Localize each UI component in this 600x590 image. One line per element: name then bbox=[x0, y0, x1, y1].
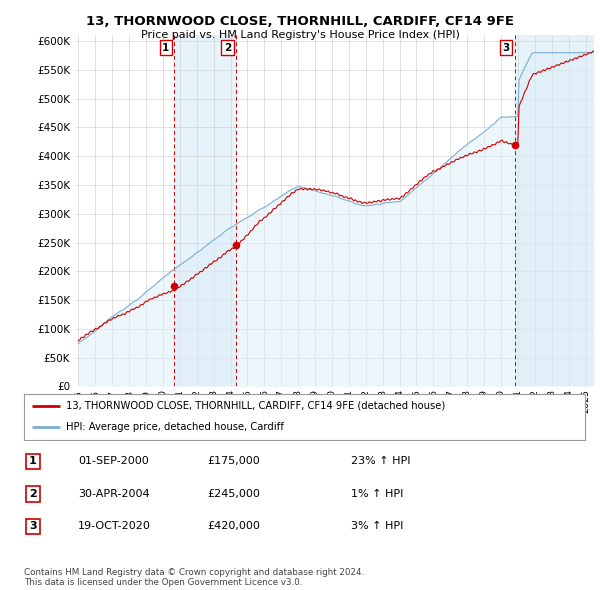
Text: 23% ↑ HPI: 23% ↑ HPI bbox=[351, 457, 410, 466]
Text: £245,000: £245,000 bbox=[207, 489, 260, 499]
Text: 1: 1 bbox=[29, 457, 37, 466]
Text: 1: 1 bbox=[162, 42, 169, 53]
Text: 3: 3 bbox=[502, 42, 510, 53]
Bar bbox=[174, 35, 236, 386]
Text: 13, THORNWOOD CLOSE, THORNHILL, CARDIFF, CF14 9FE (detached house): 13, THORNWOOD CLOSE, THORNHILL, CARDIFF,… bbox=[66, 401, 445, 411]
Text: HPI: Average price, detached house, Cardiff: HPI: Average price, detached house, Card… bbox=[66, 422, 284, 432]
Text: 2: 2 bbox=[29, 489, 37, 499]
Text: 01-SEP-2000: 01-SEP-2000 bbox=[78, 457, 149, 466]
Text: Price paid vs. HM Land Registry's House Price Index (HPI): Price paid vs. HM Land Registry's House … bbox=[140, 30, 460, 40]
Text: 2: 2 bbox=[224, 42, 231, 53]
Text: 19-OCT-2020: 19-OCT-2020 bbox=[78, 522, 151, 531]
Text: 13, THORNWOOD CLOSE, THORNHILL, CARDIFF, CF14 9FE: 13, THORNWOOD CLOSE, THORNHILL, CARDIFF,… bbox=[86, 15, 514, 28]
Text: £175,000: £175,000 bbox=[207, 457, 260, 466]
Text: Contains HM Land Registry data © Crown copyright and database right 2024.
This d: Contains HM Land Registry data © Crown c… bbox=[24, 568, 364, 587]
Text: 1% ↑ HPI: 1% ↑ HPI bbox=[351, 489, 403, 499]
Text: 3% ↑ HPI: 3% ↑ HPI bbox=[351, 522, 403, 531]
Text: £420,000: £420,000 bbox=[207, 522, 260, 531]
Text: 30-APR-2004: 30-APR-2004 bbox=[78, 489, 149, 499]
Text: 3: 3 bbox=[29, 522, 37, 531]
Bar bbox=[515, 35, 594, 386]
